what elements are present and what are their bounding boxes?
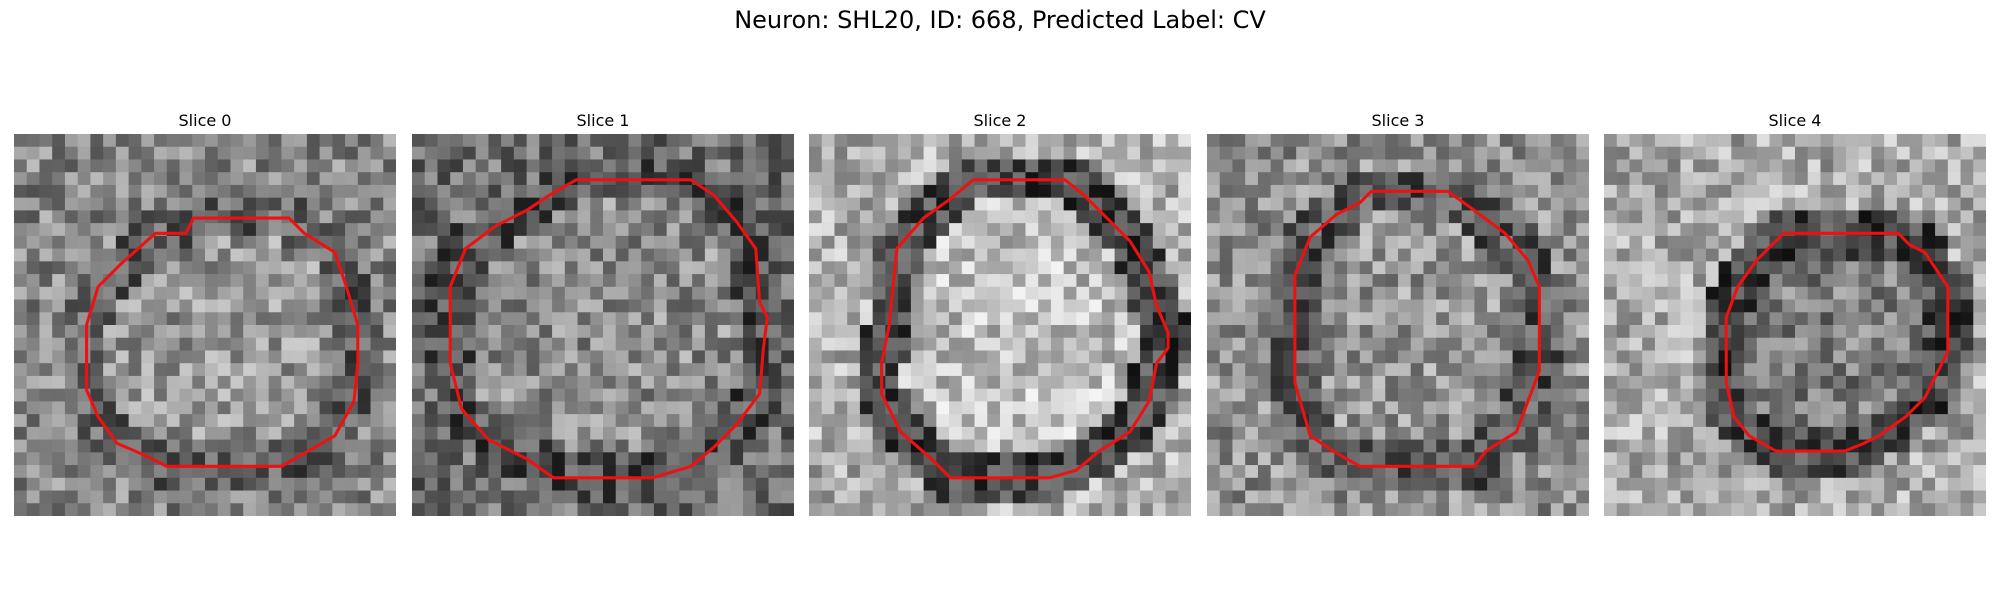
contour-outline [880, 178, 1170, 480]
contour-outline [448, 178, 769, 480]
contour-outline [85, 216, 360, 468]
slice-image-2 [809, 134, 1191, 516]
slice-image-3 [1207, 134, 1589, 516]
pixel-grid [412, 134, 794, 516]
slice-title-2: Slice 2 [973, 111, 1027, 130]
slice-panel-1: Slice 1 [412, 108, 794, 516]
pixel-grid [1604, 134, 1986, 516]
slice-image-0 [14, 134, 396, 516]
pixel-grid [14, 134, 396, 516]
slice-title-3: Slice 3 [1371, 111, 1425, 130]
slice-panel-0: Slice 0 [14, 108, 396, 516]
pixel-grid [1207, 134, 1589, 516]
contour-outline [1724, 231, 1950, 453]
slice-title-4: Slice 4 [1768, 111, 1822, 130]
slice-title-0: Slice 0 [178, 111, 232, 130]
figure-title: Neuron: SHL20, ID: 668, Predicted Label:… [734, 6, 1266, 34]
slice-panel-3: Slice 3 [1207, 108, 1589, 516]
slice-panel-4: Slice 4 [1604, 108, 1986, 516]
slice-title-1: Slice 1 [576, 111, 630, 130]
pixel-grid [809, 134, 1191, 516]
slice-image-1 [412, 134, 794, 516]
slice-image-4 [1604, 134, 1986, 516]
contour-outline [1293, 189, 1541, 468]
slice-panel-2: Slice 2 [809, 108, 1191, 516]
